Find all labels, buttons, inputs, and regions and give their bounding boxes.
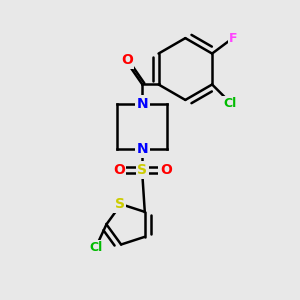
Text: Cl: Cl <box>89 242 103 254</box>
Text: N: N <box>136 97 148 111</box>
Text: O: O <box>121 53 133 67</box>
Text: S: S <box>115 197 124 211</box>
Text: O: O <box>113 163 125 177</box>
Text: N: N <box>136 142 148 156</box>
Text: O: O <box>160 163 172 177</box>
Text: Cl: Cl <box>223 97 236 110</box>
Text: S: S <box>137 163 147 177</box>
Text: F: F <box>229 32 238 45</box>
